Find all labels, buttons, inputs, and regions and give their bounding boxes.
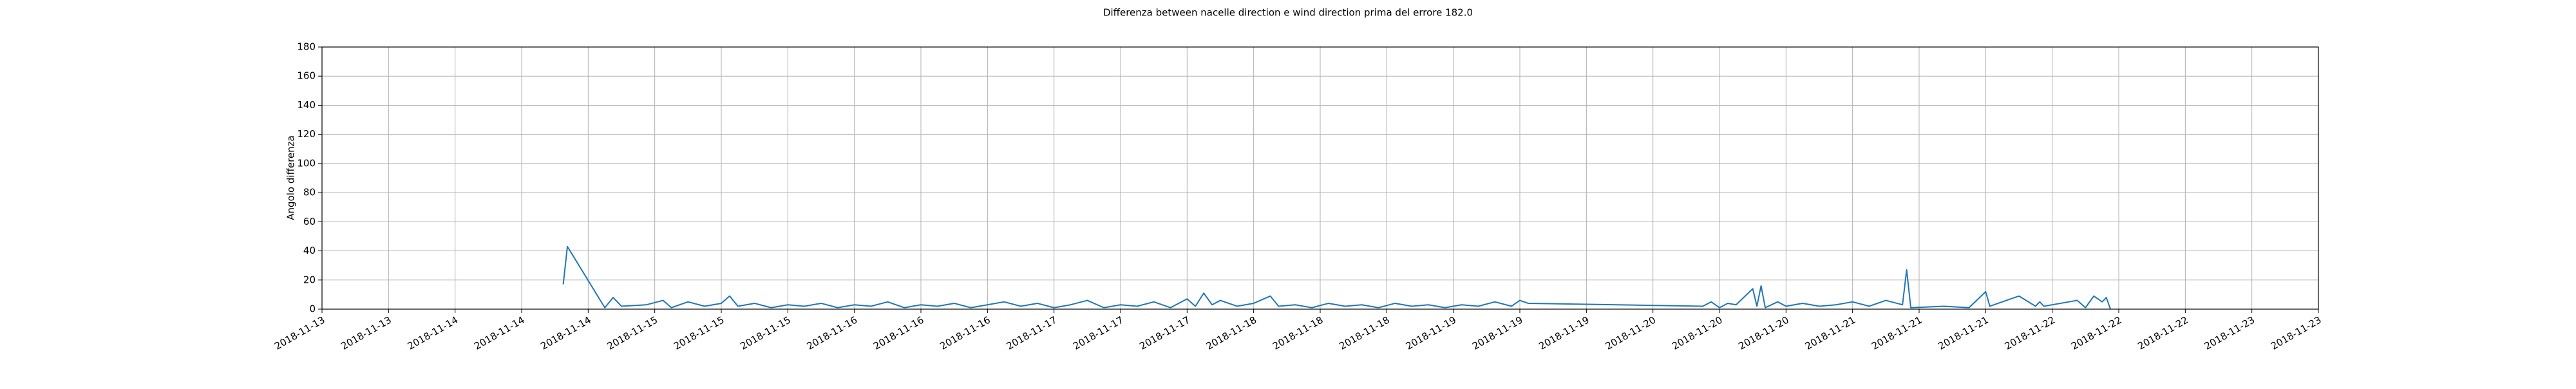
x-tick-label: 2018-11-19: [1404, 314, 1459, 352]
x-tick-label: 2018-11-19: [1470, 314, 1525, 352]
y-tick-label: 20: [303, 274, 316, 285]
x-tick-label: 2018-11-18: [1204, 314, 1259, 352]
y-axis-label: Angolo differenza: [285, 135, 297, 220]
y-tick-label: 60: [303, 216, 316, 227]
x-tick-label: 2018-11-20: [1670, 314, 1725, 352]
x-tick-label: 2018-11-15: [738, 314, 793, 352]
x-tick-label: 2018-11-18: [1337, 314, 1392, 352]
x-tick-label: 2018-11-16: [938, 314, 992, 352]
y-tick-label: 140: [297, 99, 316, 111]
x-tick-label: 2018-11-21: [1803, 314, 1858, 352]
y-tick-label: 120: [297, 128, 316, 140]
y-tick-label: 100: [297, 157, 316, 169]
x-tick-label: 2018-11-22: [2136, 314, 2190, 352]
x-tick-label: 2018-11-19: [1537, 314, 1591, 352]
x-tick-label: 2018-11-23: [2269, 314, 2324, 352]
y-tick-label: 40: [303, 245, 316, 256]
x-tick-label: 2018-11-22: [2069, 314, 2124, 352]
data-line: [562, 245, 2112, 310]
x-tick-label: 2018-11-17: [1005, 314, 1059, 352]
x-tick-label: 2018-11-17: [1071, 314, 1126, 352]
y-tick-label: 0: [309, 303, 316, 315]
x-tick-label: 2018-11-21: [1936, 314, 1991, 352]
chart-title: Differenza between nacelle direction e w…: [1103, 7, 1473, 19]
x-tick-label: 2018-11-14: [406, 314, 460, 352]
x-tick-label: 2018-11-16: [871, 314, 926, 352]
x-tick-label: 2018-11-17: [1137, 314, 1192, 352]
plot-frame: [321, 46, 2319, 310]
y-tick-label: 180: [297, 41, 316, 53]
x-tick-label: 2018-11-14: [538, 314, 593, 352]
x-tick-label: 2018-11-20: [1736, 314, 1791, 352]
x-tick-label: 2018-11-13: [339, 314, 393, 352]
x-tick-label: 2018-11-13: [272, 314, 327, 352]
x-tick-label: 2018-11-21: [1870, 314, 1924, 352]
x-tick-label: 2018-11-22: [2003, 314, 2058, 352]
x-tick-label: 2018-11-16: [805, 314, 860, 352]
x-tick-label: 2018-11-18: [1271, 314, 1325, 352]
y-tick-label: 80: [303, 187, 316, 198]
x-tick-label: 2018-11-23: [2202, 314, 2257, 352]
x-tick-label: 2018-11-15: [672, 314, 726, 352]
x-tick-label: 2018-11-14: [472, 314, 527, 352]
y-tick-label: 160: [297, 70, 316, 82]
x-tick-label: 2018-11-15: [605, 314, 660, 352]
x-tick-label: 2018-11-20: [1604, 314, 1658, 352]
